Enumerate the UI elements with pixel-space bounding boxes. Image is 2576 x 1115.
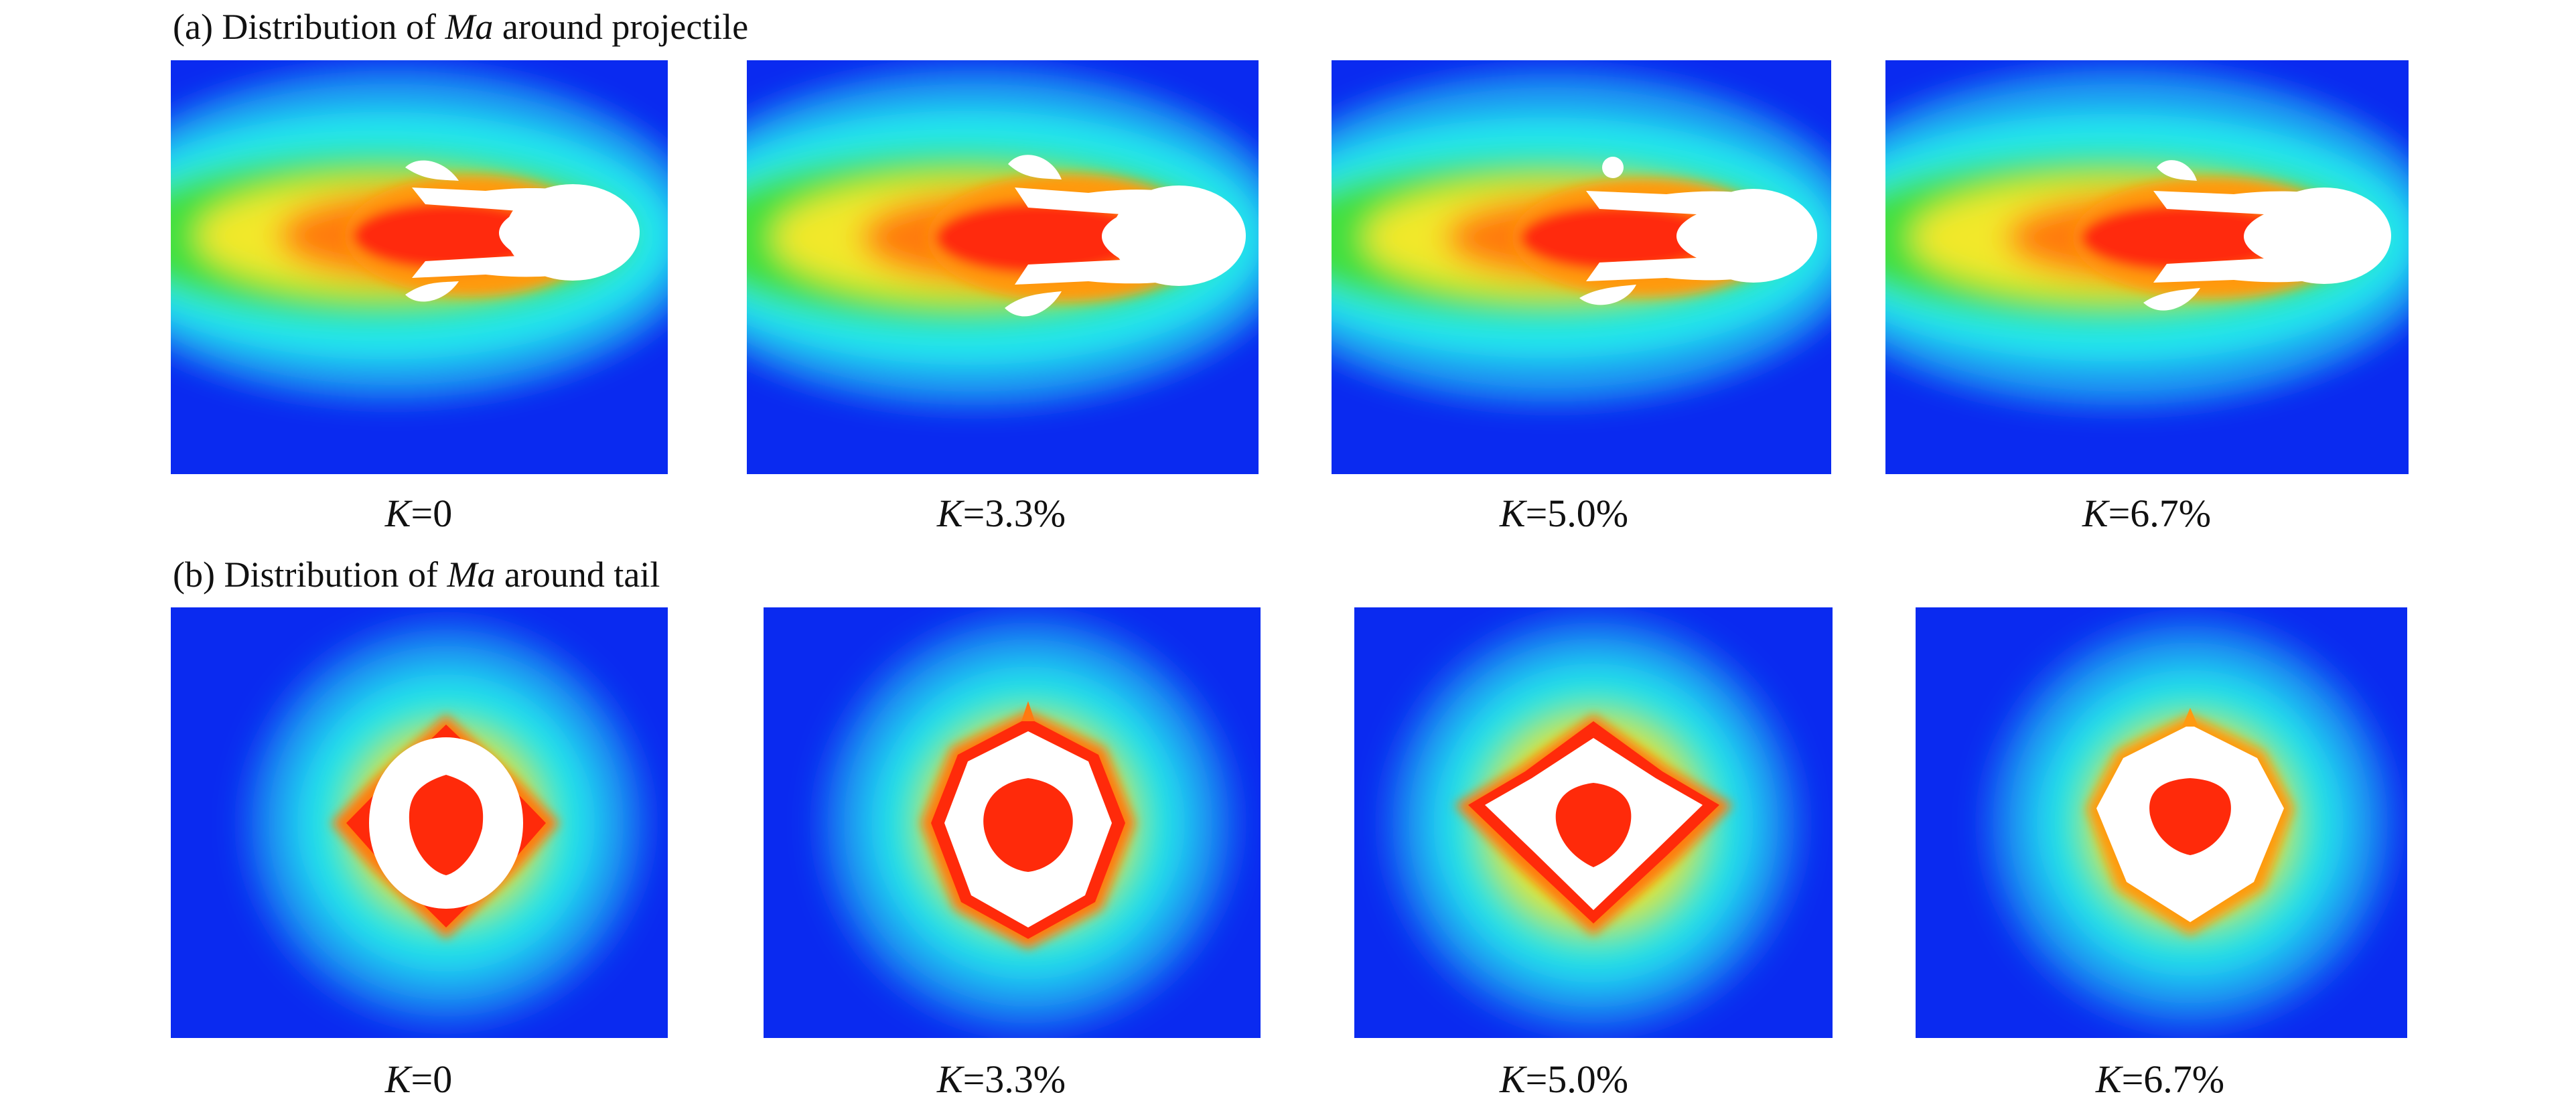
projectile-panel-k3-3: [747, 60, 1259, 474]
caption-b-2: K=3.3%: [887, 1058, 1115, 1101]
caption-a-3: K=5.0%: [1450, 492, 1678, 535]
tail-panel-k6-7: [1916, 607, 2407, 1038]
row-a-title-symbol: Ma: [445, 7, 494, 47]
caption-b-4-value: =6.7%: [2121, 1057, 2225, 1101]
tail-plot-k0: [171, 607, 668, 1038]
projectile-plot-k5-0: [1332, 60, 1831, 474]
caption-b-1-var: K: [384, 1057, 411, 1101]
caption-b-3-value: =5.0%: [1525, 1057, 1629, 1101]
caption-b-4-var: K: [2095, 1057, 2122, 1101]
projectile-plot-k3-3: [747, 60, 1259, 474]
tail-plot-k3-3: [764, 607, 1261, 1038]
tail-plot-k6-7: [1916, 607, 2407, 1038]
caption-a-1-value: =0: [411, 492, 453, 535]
row-a-title-prefix: (a) Distribution of: [173, 7, 445, 47]
caption-a-1-var: K: [384, 492, 411, 535]
row-a-title-suffix: around projectile: [493, 7, 749, 47]
tail-panel-k0: [171, 607, 668, 1038]
caption-a-3-value: =5.0%: [1525, 492, 1629, 535]
projectile-panel-k6-7: [1885, 60, 2409, 474]
projectile-plot-k6-7: [1885, 60, 2409, 474]
projectile-panel-k5-0: [1332, 60, 1831, 474]
caption-a-3-var: K: [1499, 492, 1526, 535]
row-b-title-suffix: around tail: [495, 554, 660, 595]
caption-b-3: K=5.0%: [1450, 1058, 1678, 1101]
tail-panel-k3-3: [764, 607, 1261, 1038]
projectile-panel-k0: [171, 60, 668, 474]
caption-b-3-var: K: [1499, 1057, 1526, 1101]
row-a-title: (a) Distribution of Ma around projectile: [173, 7, 748, 47]
tail-panel-k5-0: [1354, 607, 1833, 1038]
caption-b-1-value: =0: [411, 1057, 453, 1101]
caption-b-1: K=0: [305, 1058, 532, 1101]
caption-a-4-var: K: [2082, 492, 2108, 535]
projectile-plot-k0: [171, 60, 668, 474]
row-b-title: (b) Distribution of Ma around tail: [173, 554, 660, 595]
caption-a-1: K=0: [305, 492, 532, 535]
caption-a-2: K=3.3%: [887, 492, 1115, 535]
caption-a-4-value: =6.7%: [2108, 492, 2212, 535]
caption-a-2-value: =3.3%: [962, 492, 1066, 535]
row-b-title-symbol: Ma: [447, 554, 496, 595]
caption-a-4: K=6.7%: [2033, 492, 2261, 535]
tail-plot-k5-0: [1354, 607, 1833, 1038]
caption-b-4: K=6.7%: [2046, 1058, 2274, 1101]
row-b-title-prefix: (b) Distribution of: [173, 554, 447, 595]
caption-b-2-var: K: [936, 1057, 963, 1101]
caption-b-2-value: =3.3%: [962, 1057, 1066, 1101]
caption-a-2-var: K: [936, 492, 963, 535]
